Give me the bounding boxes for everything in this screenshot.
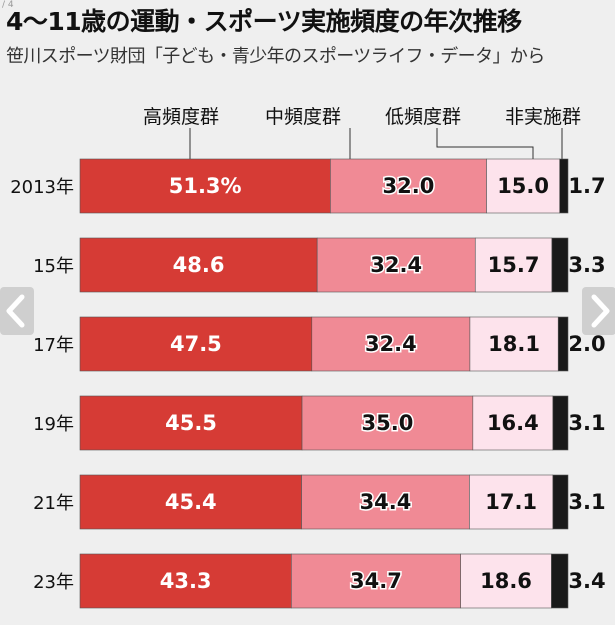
bar-segment-low: [474, 237, 553, 293]
bar-segment-mid: [316, 237, 476, 293]
bar-segment-mid: [301, 395, 474, 451]
bar-segment-mid: [330, 158, 487, 214]
data-label-high: 48.6: [173, 253, 225, 277]
category-label: 21年: [33, 493, 74, 514]
data-label-high: 51.3%: [169, 174, 242, 198]
bar-segment-high: [79, 316, 313, 372]
data-label-none: 3.1: [568, 411, 605, 435]
data-label-mid: 32.4: [365, 332, 417, 356]
chart-title: 4〜11歳の運動・スポーツ実施頻度の年次推移: [6, 7, 522, 36]
bar-segment-none: [557, 316, 569, 372]
bar-segment-low: [469, 316, 559, 372]
data-label-mid: 32.0: [383, 174, 435, 198]
data-label-low: 15.7: [488, 253, 540, 277]
chevron-left-icon: [6, 294, 25, 328]
data-label-low: 18.1: [488, 332, 540, 356]
data-label-high: 43.3: [160, 569, 212, 593]
category-label: 23年: [33, 572, 74, 593]
data-label-low: 17.1: [485, 490, 537, 514]
category-label: 2013年: [10, 177, 74, 198]
category-label: 19年: [33, 414, 74, 435]
bar-segment-high: [79, 553, 292, 609]
bar-segment-none: [551, 237, 569, 293]
legend-label-high: 高頻度群: [143, 106, 220, 128]
data-label-none: 3.4: [568, 569, 605, 593]
chevron-right-icon: [591, 294, 610, 328]
data-label-mid: 35.0: [362, 411, 414, 435]
legend-label-none: 非実施群: [505, 106, 582, 128]
data-label-none: 1.7: [568, 174, 605, 198]
bar-segment-none: [559, 158, 569, 214]
bar-segment-high: [79, 158, 331, 214]
legend-leader-low: [436, 128, 534, 159]
data-label-high: 45.5: [165, 411, 217, 435]
bar-segment-high: [79, 237, 318, 293]
data-label-low: 16.4: [487, 411, 539, 435]
legend-label-low: 低頻度群: [385, 106, 462, 128]
bar-segment-low: [460, 553, 552, 609]
data-label-mid: 34.7: [350, 569, 402, 593]
page-counter: / 4: [2, 0, 14, 10]
bar-segment-mid: [311, 316, 471, 372]
bar-segment-high: [79, 395, 303, 451]
data-label-mid: 32.4: [370, 253, 422, 277]
category-label: 17年: [33, 335, 74, 356]
bar-segment-none: [551, 553, 569, 609]
data-label-none: 3.3: [568, 253, 605, 277]
data-label-high: 47.5: [170, 332, 222, 356]
bar-segment-none: [552, 474, 569, 530]
next-page-button[interactable]: [582, 287, 615, 335]
bar-segment-low: [486, 158, 561, 214]
data-label-high: 45.4: [165, 490, 217, 514]
bar-segment-none: [552, 395, 569, 451]
data-label-low: 15.0: [497, 174, 549, 198]
category-label: 15年: [33, 256, 74, 277]
bar-segment-low: [469, 474, 554, 530]
legend-label-mid: 中頻度群: [265, 106, 342, 128]
data-label-low: 18.6: [480, 569, 532, 593]
chart-subtitle: 笹川スポーツ財団「子ども・青少年のスポーツライフ・データ」から: [6, 46, 545, 67]
bar-segment-low: [472, 395, 554, 451]
data-label-none: 3.1: [568, 490, 605, 514]
previous-page-button[interactable]: [0, 287, 34, 335]
data-label-mid: 34.4: [360, 490, 412, 514]
data-label-none: 2.0: [568, 332, 605, 356]
